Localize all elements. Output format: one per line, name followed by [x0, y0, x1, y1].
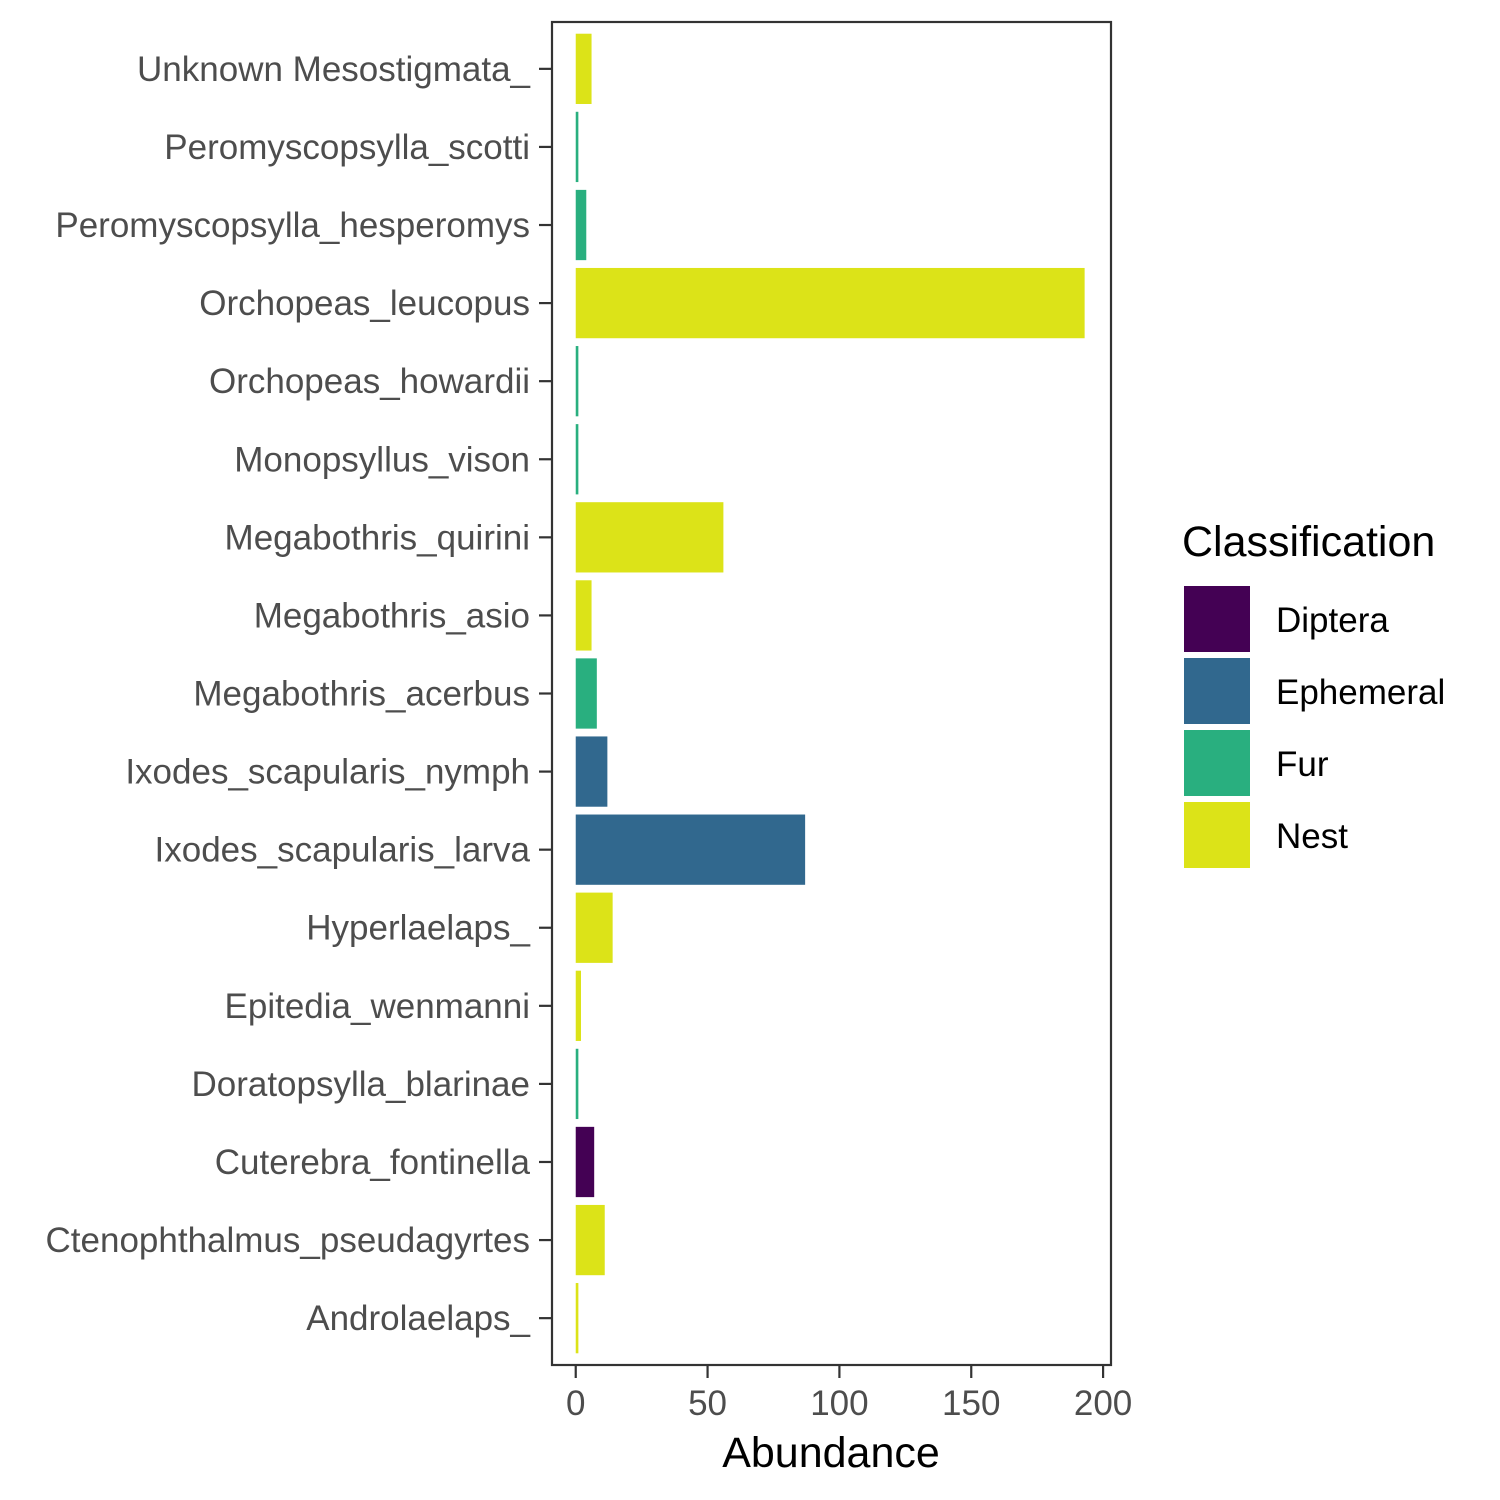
x-axis: 0 50 100 150 200	[566, 1365, 1132, 1423]
y-tick-label: Ixodes_scapularis_nymph	[125, 753, 530, 792]
bar	[575, 1048, 579, 1120]
bar	[575, 892, 613, 963]
bar	[575, 502, 724, 573]
bars-group	[575, 33, 1085, 1354]
y-tick-label: Cuterebra_fontinella	[215, 1143, 531, 1182]
legend: Classification Diptera Ephemeral Fur Nest	[1182, 518, 1445, 868]
y-axis: Unknown Mesostigmata_ Peromyscopsylla_sco…	[46, 50, 552, 1338]
bar	[575, 736, 608, 807]
y-tick-label: Peromyscopsylla_hesperomys	[55, 206, 530, 245]
bar	[575, 111, 579, 183]
x-tick-label: 100	[810, 1384, 868, 1423]
x-tick-label: 150	[942, 1384, 1000, 1423]
bar	[575, 267, 1085, 339]
y-tick-label: Hyperlaelaps_	[306, 909, 530, 948]
x-tick-label: 200	[1074, 1384, 1132, 1423]
legend-key	[1184, 730, 1250, 796]
legend-label: Ephemeral	[1276, 673, 1445, 712]
bar	[575, 424, 579, 495]
y-tick-label: Orchopeas_leucopus	[199, 284, 530, 323]
y-tick-label: Doratopsylla_blarinae	[191, 1065, 530, 1104]
legend-title: Classification	[1182, 518, 1435, 566]
bar	[575, 1204, 605, 1276]
legend-key	[1184, 586, 1250, 652]
bar	[575, 1283, 579, 1354]
legend-label: Fur	[1276, 745, 1329, 784]
y-tick-label: Peromyscopsylla_scotti	[164, 128, 530, 167]
legend-key	[1184, 802, 1250, 868]
bar	[575, 580, 592, 651]
x-tick-label: 50	[688, 1384, 727, 1423]
bar	[575, 970, 582, 1041]
y-tick-label: Androlaelaps_	[306, 1299, 530, 1338]
bar	[575, 189, 587, 261]
y-tick-label: Ctenophthalmus_pseudagyrtes	[46, 1221, 530, 1260]
y-tick-label: Megabothris_acerbus	[193, 675, 530, 714]
y-tick-label: Ixodes_scapularis_larva	[155, 831, 531, 870]
x-axis-title: Abundance	[722, 1429, 940, 1477]
y-tick-label: Megabothris_asio	[254, 596, 530, 635]
legend-label: Nest	[1276, 817, 1348, 856]
x-tick-label: 0	[566, 1384, 585, 1423]
bar	[575, 814, 806, 885]
plot-panel-border	[550, 20, 1113, 1367]
bar	[575, 33, 592, 104]
bar	[575, 346, 579, 417]
y-tick-label: Megabothris_quirini	[225, 518, 530, 557]
y-tick-label: Monopsyllus_vison	[234, 440, 530, 479]
y-tick-label: Orchopeas_howardii	[209, 362, 530, 401]
legend-label: Diptera	[1276, 601, 1389, 640]
y-tick-label: Epitedia_wenmanni	[225, 987, 530, 1026]
bar	[575, 1126, 595, 1198]
y-tick-label: Unknown Mesostigmata_	[137, 50, 530, 89]
bar	[575, 658, 597, 729]
legend-key	[1184, 658, 1250, 724]
